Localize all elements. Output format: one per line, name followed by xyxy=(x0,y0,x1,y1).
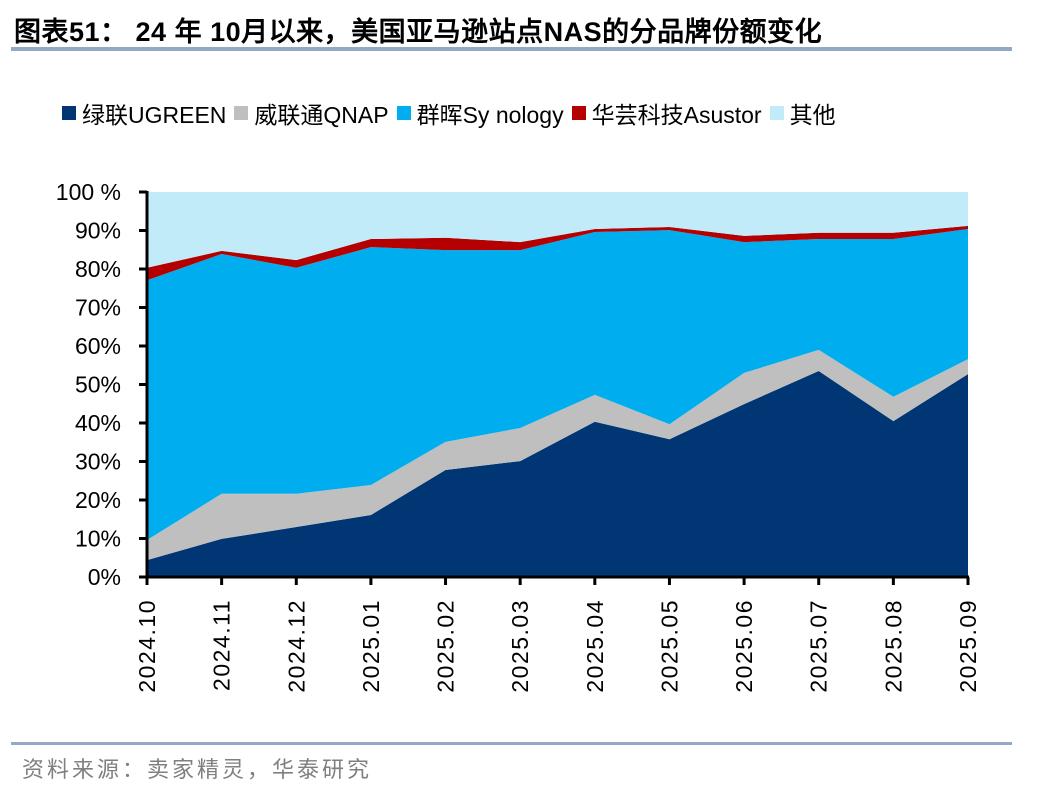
chart-title: 图表51： 24 年 10月以来，美国亚马逊站点NAS的分品牌份额变化 xyxy=(14,17,823,47)
legend-swatch-others xyxy=(769,106,784,120)
source-note: 资料来源：卖家精灵，华泰研究 xyxy=(22,758,373,783)
legend-item-qnap: 威联通QNAP xyxy=(234,96,389,130)
x-tick-label: 2025.06 xyxy=(731,599,757,693)
y-tick-label: 80% xyxy=(75,256,121,282)
legend-label-synology: 群晖Sy nology xyxy=(416,102,564,128)
area-ugreen xyxy=(147,371,968,577)
y-tick-label: 0% xyxy=(88,564,121,590)
x-tick-label: 2024.11 xyxy=(209,599,235,691)
legend-swatch-asustor xyxy=(571,106,586,120)
x-tick-label: 2025.08 xyxy=(880,599,906,693)
legend-label-ugreen: 绿联UGREEN xyxy=(82,102,227,128)
area-others xyxy=(147,192,968,268)
x-tick-label: 2025.04 xyxy=(582,599,608,693)
y-tick-label: 100 % xyxy=(56,179,121,205)
y-tick-label: 10% xyxy=(75,526,121,552)
x-tick-label: 2025.05 xyxy=(656,599,682,693)
legend-label-qnap: 威联通QNAP xyxy=(254,102,389,128)
area-asustor xyxy=(147,225,968,281)
y-tick-label: 20% xyxy=(75,487,121,513)
x-axis-ticks: 2024.10 2024.11 2024.12 2025.01 2025.02 2025.… xyxy=(134,577,981,693)
legend-item-asustor: 华芸科技Asustor xyxy=(571,96,762,130)
title-divider xyxy=(11,47,1012,51)
legend-item-synology: 群晖Sy nology xyxy=(396,96,564,130)
legend-item-others: 其他 xyxy=(769,96,836,130)
legend-swatch-ugreen xyxy=(62,106,76,120)
y-tick-label: 30% xyxy=(75,449,121,475)
legend-item-ugreen: 绿联UGREEN xyxy=(62,96,226,130)
x-tick-label: 2025.09 xyxy=(955,599,981,693)
stacked-area-chart: 0% 10% 20% 30% 40% 50% 60% 70% 80% 90% 100 % 2024.… xyxy=(56,179,981,693)
y-tick-label: 90% xyxy=(75,218,121,244)
area-layers xyxy=(147,192,968,577)
legend: 绿联UGREEN 威联通QNAP 群晖Sy nology 华芸科技Asustor… xyxy=(62,96,844,130)
x-tick-label: 2025.01 xyxy=(358,599,384,693)
legend-label-others: 其他 xyxy=(789,102,836,128)
legend-swatch-synology xyxy=(396,106,411,120)
footer-divider xyxy=(11,742,1012,745)
legend-swatch-qnap xyxy=(234,106,249,120)
y-tick-label: 40% xyxy=(75,410,121,436)
legend-label-asustor: 华芸科技Asustor xyxy=(591,102,762,128)
area-qnap xyxy=(147,349,968,561)
x-tick-label: 2024.12 xyxy=(283,599,309,693)
x-tick-label: 2025.02 xyxy=(433,599,459,693)
x-tick-label: 2025.03 xyxy=(507,599,533,693)
x-tick-label: 2024.10 xyxy=(134,599,160,693)
x-tick-label: 2025.07 xyxy=(806,599,832,693)
area-synology xyxy=(147,229,968,540)
y-tick-label: 50% xyxy=(75,372,121,398)
y-tick-label: 60% xyxy=(75,333,121,359)
y-tick-label: 70% xyxy=(75,295,121,321)
y-axis-ticks: 0% 10% 20% 30% 40% 50% 60% 70% 80% 90% 100 % xyxy=(56,179,147,590)
